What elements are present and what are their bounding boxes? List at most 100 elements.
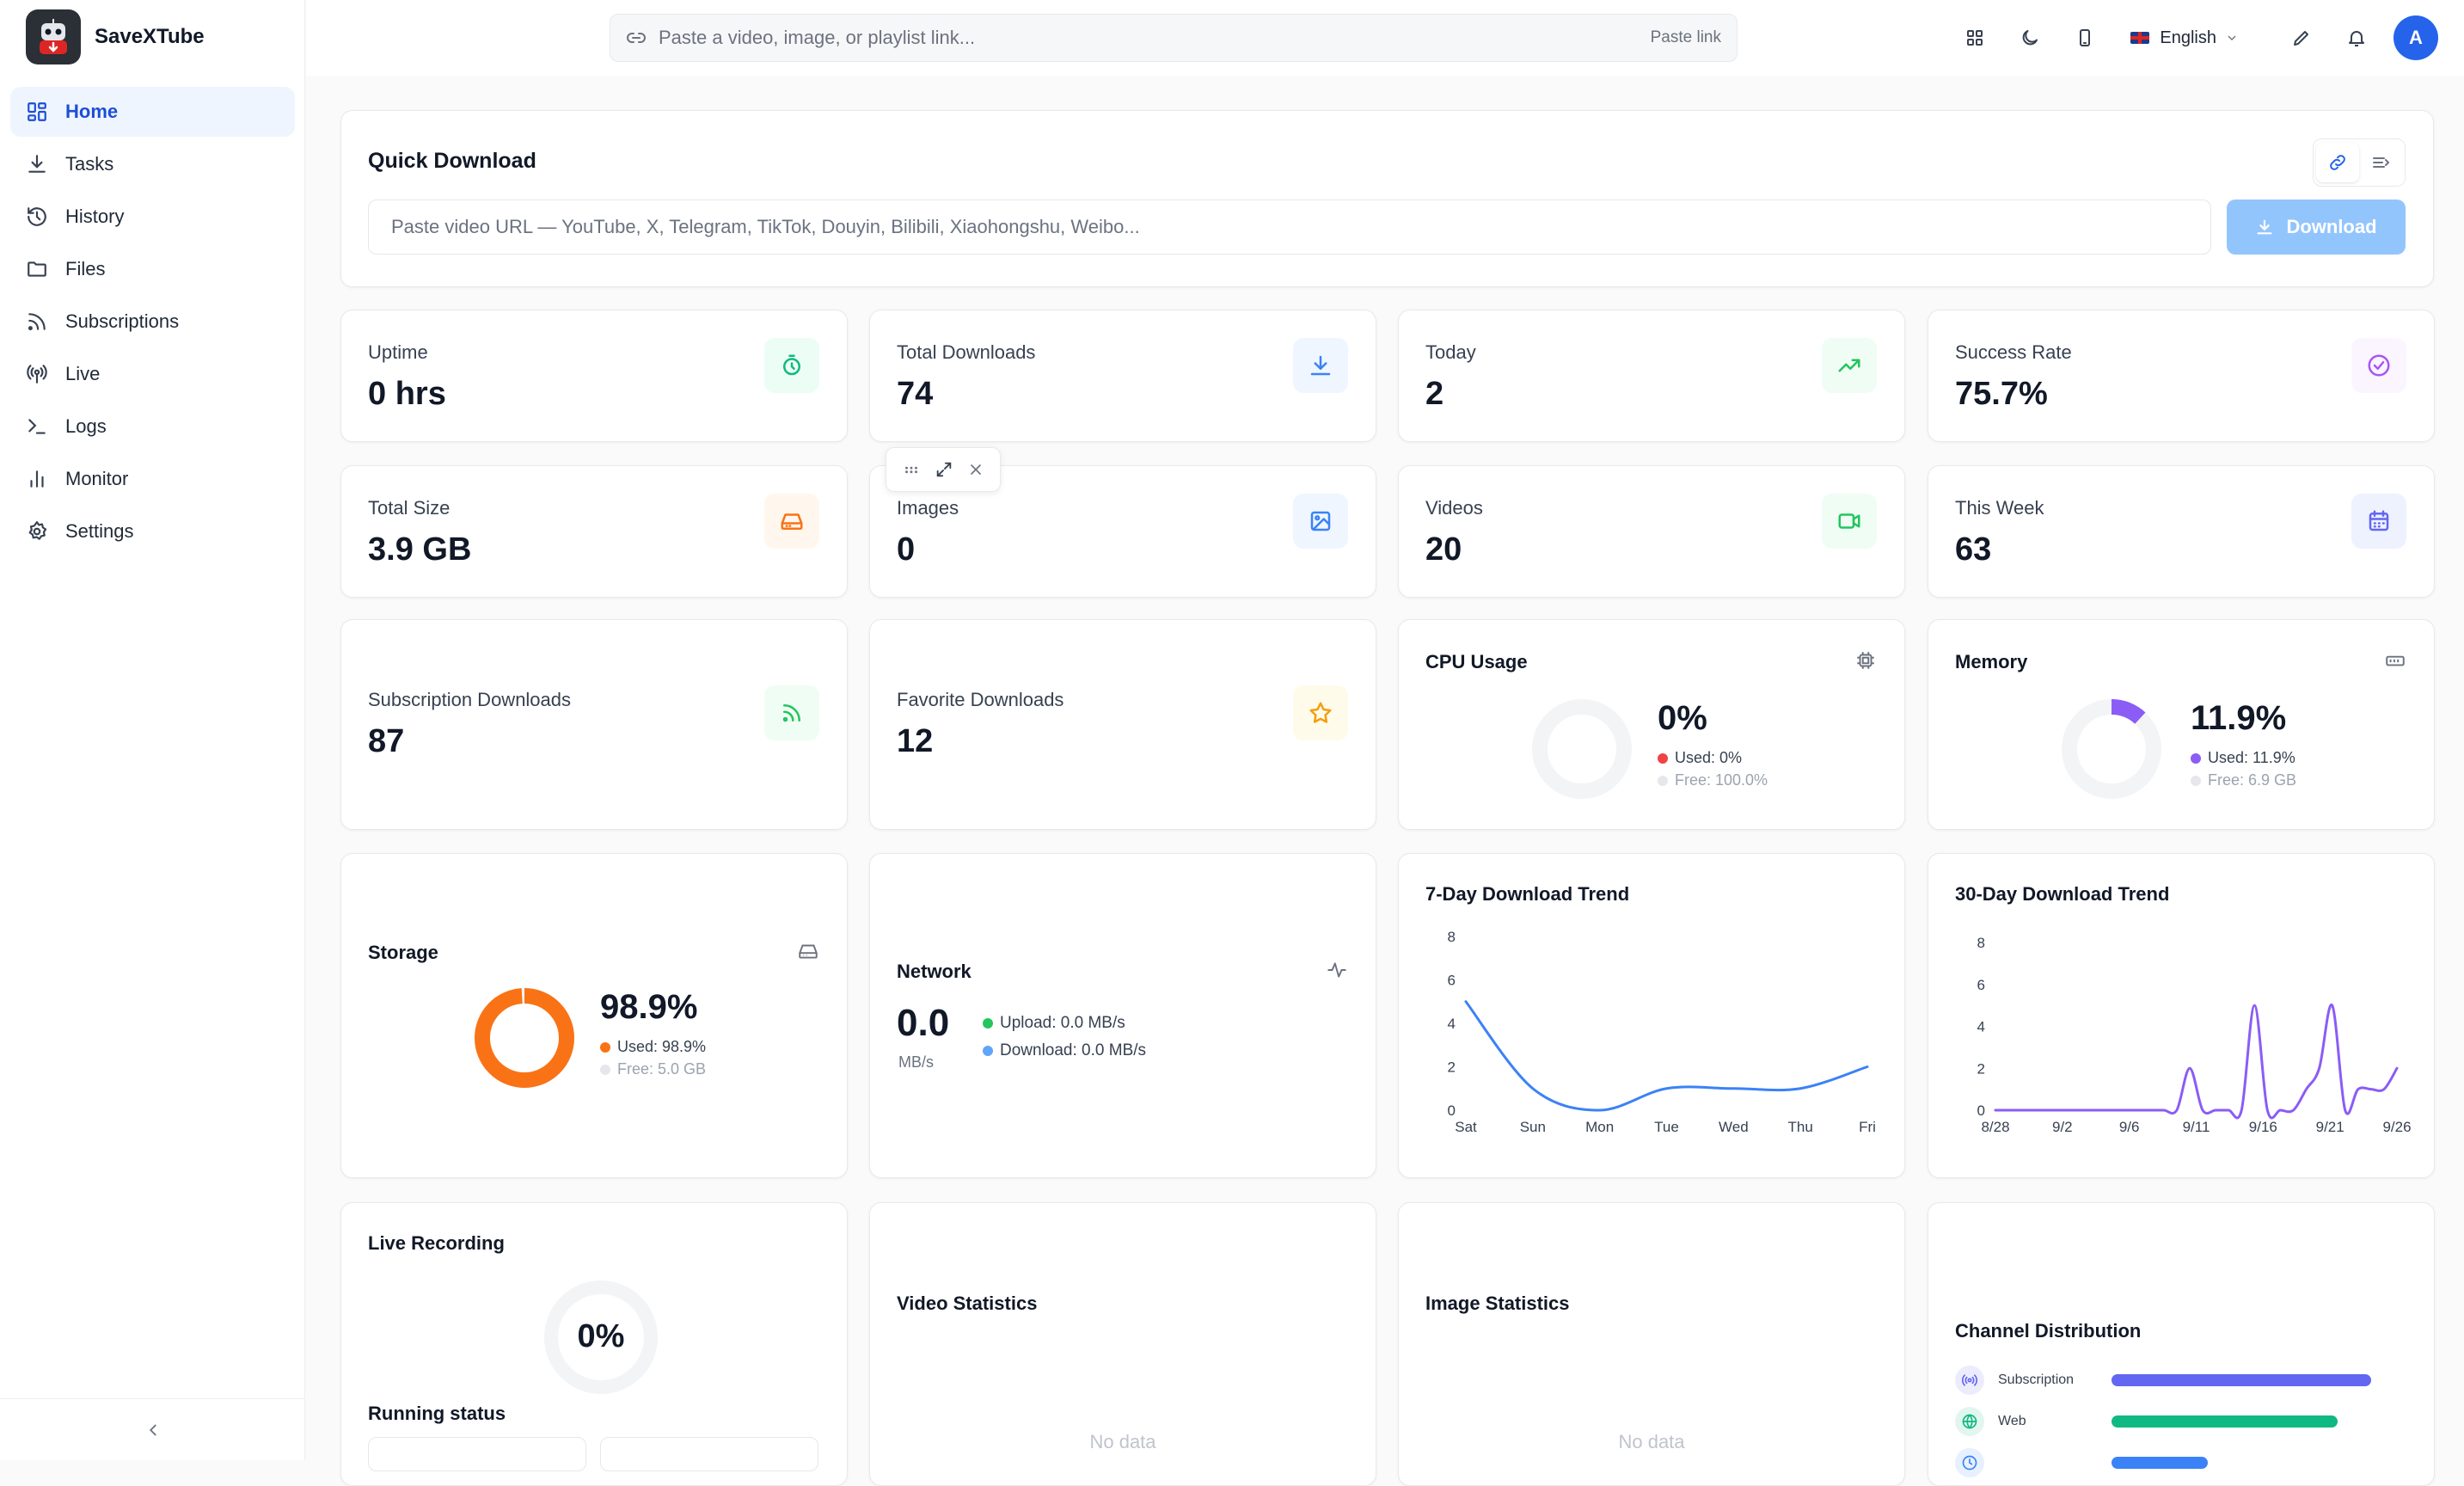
upload-legend: Upload: 0.0 MB/s — [983, 1014, 1125, 1033]
sidebar-item-live[interactable]: Live — [10, 349, 295, 399]
sidebar-item-files[interactable]: Files — [10, 244, 295, 294]
sidebar-item-monitor[interactable]: Monitor — [10, 454, 295, 504]
running-status-pill — [600, 1437, 818, 1471]
stat-value: 75.7% — [1955, 376, 2048, 412]
stat-value: 3.9 GB — [368, 531, 472, 568]
trend-7day-title: 7-Day Download Trend — [1425, 883, 1630, 905]
chevron-down-icon — [2228, 35, 2236, 40]
download-button[interactable]: Download — [2227, 200, 2406, 255]
x-tick-label: 9/6 — [2119, 1119, 2140, 1135]
history-icon — [28, 207, 46, 226]
apps-button[interactable] — [1950, 14, 2000, 62]
video-url-input[interactable]: Paste video URL — YouTube, X, Telegram, … — [368, 200, 2211, 255]
link-mode-button[interactable] — [2316, 143, 2359, 182]
sidebar-item-label: Tasks — [65, 153, 114, 175]
drag-handle[interactable] — [902, 460, 921, 479]
network-title: Network — [897, 961, 972, 982]
top-actions: English A — [1945, 14, 2438, 62]
y-tick-label: 8 — [1977, 935, 1985, 951]
y-tick-label: 2 — [1448, 1059, 1456, 1076]
x-tick-label: Thu — [1788, 1119, 1813, 1135]
sidebar-item-label: Home — [65, 101, 119, 122]
avatar[interactable]: A — [2394, 15, 2438, 60]
stat-label: Uptime — [368, 341, 428, 363]
uk-flag-icon — [2130, 32, 2150, 44]
link-icon — [2330, 155, 2345, 170]
broadcast-icon — [27, 365, 47, 384]
sidebar-item-settings[interactable]: Settings — [10, 507, 295, 556]
batch-mode-button[interactable] — [2359, 143, 2402, 182]
storage-used-legend: Used: 98.9% — [600, 1038, 706, 1056]
moon-icon — [2023, 30, 2038, 46]
image-statistics-card: Image Statistics No data — [1398, 1202, 1905, 1486]
phone-icon — [2080, 29, 2091, 46]
robot-logo-icon — [26, 9, 81, 64]
quick-download-title: Quick Download — [368, 149, 536, 173]
sidebar-item-subscriptions[interactable]: Subscriptions — [10, 297, 295, 347]
trending-up-icon — [1822, 338, 1877, 393]
stat-value: 2 — [1425, 376, 1444, 412]
theme-toggle-button[interactable] — [2005, 14, 2055, 62]
network-unit: MB/s — [898, 1053, 935, 1071]
language-select[interactable]: English — [2130, 28, 2239, 48]
mobile-view-button[interactable] — [2060, 14, 2110, 62]
memory-icon — [2386, 655, 2405, 666]
trend-30day-chart: 0 2 4 6 8 8/28 9/2 9/6 9/11 9/16 9/21 9/26 — [1977, 935, 2412, 1135]
storage-free-legend: Free: 5.0 GB — [600, 1060, 706, 1078]
language-label: English — [2160, 28, 2216, 47]
bar-chart-icon — [30, 470, 44, 488]
folder-icon — [28, 261, 46, 277]
notifications-button[interactable] — [2332, 14, 2381, 62]
channel-row: Web — [1955, 1406, 2026, 1437]
sidebar-item-label: Monitor — [65, 468, 129, 489]
stat-card-success-rate: Success Rate 75.7% — [1928, 310, 2435, 442]
stat-label: Total Downloads — [897, 341, 1036, 363]
y-tick-label: 8 — [1448, 929, 1456, 945]
stat-label: Today — [1425, 341, 1476, 363]
check-circle-icon — [2351, 338, 2406, 393]
running-status-label: Running status — [368, 1403, 506, 1424]
paste-link-button[interactable]: Paste link — [1650, 28, 1721, 46]
clock-icon — [1955, 1448, 1984, 1477]
x-tick-label: 9/26 — [2382, 1119, 2411, 1135]
calendar-icon — [2351, 494, 2406, 549]
y-tick-label: 6 — [1448, 973, 1456, 989]
close-icon — [971, 464, 981, 475]
stat-value: 0 hrs — [368, 376, 446, 412]
drag-dots-icon — [905, 466, 917, 474]
cpu-donut — [1532, 699, 1632, 799]
stat-label: Total Size — [368, 497, 451, 519]
search-input[interactable] — [659, 27, 1651, 49]
grid-icon — [1967, 30, 1983, 46]
running-status-pill — [368, 1437, 586, 1471]
stat-value: 0 — [897, 531, 916, 568]
x-tick-label: Tue — [1654, 1119, 1679, 1135]
broadcast-icon — [1955, 1366, 1984, 1395]
collapse-sidebar-button[interactable] — [0, 1398, 305, 1460]
cpu-title: CPU Usage — [1425, 651, 1528, 672]
sidebar-item-history[interactable]: History — [10, 192, 295, 242]
live-recording-card: Live Recording 0% Running status — [340, 1202, 848, 1486]
memory-free-legend: Free: 6.9 GB — [2191, 771, 2296, 789]
edit-button[interactable] — [2277, 14, 2326, 62]
stat-value: 63 — [1955, 531, 1992, 568]
sidebar-item-home[interactable]: Home — [10, 87, 295, 137]
live-donut — [544, 1280, 658, 1394]
channel-distribution-card: Channel Distribution Subscription Web — [1928, 1202, 2435, 1486]
series-line — [1994, 1004, 2399, 1120]
star-icon — [1293, 685, 1348, 740]
video-icon — [1822, 494, 1877, 549]
sidebar-item-logs[interactable]: Logs — [10, 402, 295, 451]
resize-button[interactable] — [935, 460, 953, 479]
x-tick-label: 9/21 — [2316, 1119, 2344, 1135]
storage-card: Storage 98.9% Used: 98.9% Free: 5.0 GB — [340, 853, 848, 1178]
y-tick-label: 6 — [1977, 977, 1985, 993]
remove-widget-button[interactable] — [967, 461, 984, 478]
app-name: SaveXTube — [95, 25, 205, 48]
sidebar-nav: Home Tasks History Files Subscriptions L… — [10, 87, 295, 559]
sidebar-item-tasks[interactable]: Tasks — [10, 139, 295, 189]
cpu-usage-card: CPU Usage 0% Used: 0% Free: 100.0% — [1398, 619, 1905, 830]
y-tick-label: 4 — [1977, 1019, 1985, 1035]
stat-value: 12 — [897, 723, 934, 759]
brand[interactable]: SaveXTube — [26, 9, 205, 64]
